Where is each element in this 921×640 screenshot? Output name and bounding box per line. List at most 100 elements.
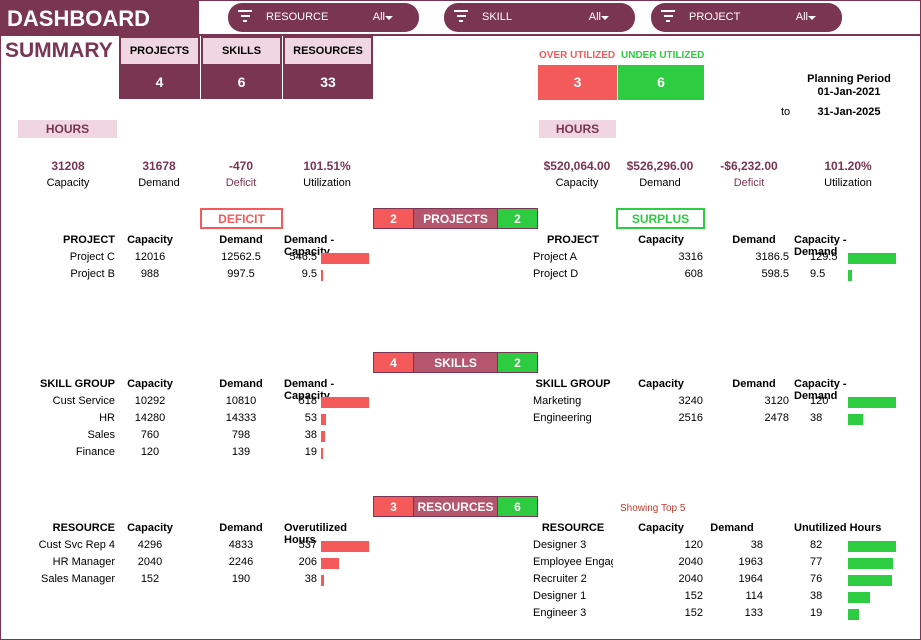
deficit-hours-label: Deficit [225, 177, 257, 189]
resources-right-cell-demand: 1963 [738, 556, 763, 568]
skills-left-header-name: SKILL GROUP [40, 378, 115, 390]
projects-left-cell-name: Project C [69, 251, 115, 263]
summary-title: SUMMARY [5, 39, 113, 62]
resources-left-cell-capacity: 152 [140, 573, 160, 585]
resources-left-cell-demand: 190 [231, 573, 251, 585]
resources-left-header-name: RESOURCE [52, 522, 115, 534]
resources-left-cell-diff: 206 [298, 556, 317, 568]
projects-over-count: 2 [373, 208, 414, 229]
filter-icon [661, 10, 675, 22]
projects-right-data-bar [848, 270, 852, 281]
capacity-cost-value: $520,064.00 [543, 159, 611, 173]
resources-left-cell-demand: 4833 [228, 539, 254, 551]
resources-right-header-name: RESOURCE [541, 522, 605, 534]
kpi-skills-value: 6 [201, 66, 282, 99]
over-utilized-value: 3 [538, 65, 617, 100]
skills-left-cell-name: Sales [87, 429, 115, 441]
skill-filter-label: SKILL [482, 11, 512, 23]
resources-right-cell-name: Designer 1 [533, 590, 587, 602]
skills-right-cell-diff: 38 [810, 412, 823, 424]
resources-right-header-diff: Unutilized Hours [794, 522, 882, 534]
skills-left-cell-diff: 19 [304, 446, 317, 458]
projects-right-header-cap: Capacity [638, 234, 684, 246]
capacity-hours-label: Capacity [46, 177, 90, 189]
projects-left-header-name: PROJECT [63, 234, 115, 246]
resources-right-cell-diff: 76 [810, 573, 823, 585]
skills-right-header-name: SKILL GROUP [535, 378, 611, 390]
skills-right-header-cap: Capacity [638, 378, 684, 390]
skills-left-cell-name: HR [99, 412, 115, 424]
capacity-cost-label: Capacity [555, 177, 599, 189]
kpi-projects-value: 4 [119, 66, 200, 99]
skills-left-data-bar [321, 431, 325, 442]
resource-filter-label: RESOURCE [266, 11, 329, 23]
resources-left-data-bar [321, 541, 369, 552]
kpi-resources-value: 33 [283, 66, 373, 99]
skills-right-data-bar [848, 397, 896, 408]
resources-right-cell-demand: 133 [744, 607, 763, 619]
chevron-down-icon [601, 16, 609, 20]
skills-left-header-cap: Capacity [127, 378, 173, 390]
skills-left-cell-diff: 53 [304, 412, 317, 424]
skills-right-cell-demand: 2478 [764, 412, 789, 424]
resources-left-cell-name: Sales Manager [41, 573, 115, 585]
projects-right-cell-demand: 598.5 [761, 268, 789, 280]
filter-icon [454, 10, 468, 22]
skill-filter-value: All [588, 11, 601, 23]
filter-icon [238, 10, 252, 22]
resources-right-data-bar [848, 609, 859, 620]
deficit-hours-value: -470 [228, 159, 254, 173]
skills-left-cell-diff: 518 [298, 395, 317, 407]
under-utilized-value: 6 [618, 65, 704, 100]
planning-period-label: Planning Period [807, 73, 891, 85]
utilization-hours-label: Utilization [303, 177, 351, 189]
resources-right-cell-capacity: 152 [684, 607, 703, 619]
skills-left-cell-capacity: 14280 [134, 412, 166, 424]
project-filter[interactable]: PROJECT All [651, 3, 842, 32]
resources-left-header-dem: Demand [219, 522, 263, 534]
utilization-cost-value: 101.20% [824, 159, 872, 173]
project-filter-value: All [795, 11, 808, 23]
deficit-cost-label: Deficit [733, 177, 765, 189]
projects-left-data-bar [321, 253, 369, 264]
skills-left-header-diff: Demand - Capacity [284, 378, 335, 402]
demand-cost-value: $526,296.00 [626, 159, 694, 173]
resources-right-header-dem: Demand [710, 522, 754, 534]
projects-left-header-diff: Demand - Capacity [284, 234, 335, 258]
chevron-down-icon [385, 16, 393, 20]
skills-section-label: SKILLS [413, 352, 498, 373]
resource-filter[interactable]: RESOURCE All [228, 3, 419, 32]
skills-left-data-bar [321, 414, 326, 425]
resources-right-cell-capacity: 120 [684, 539, 703, 551]
resources-left-cell-diff: 537 [298, 539, 317, 551]
resources-right-cell-diff: 38 [810, 590, 823, 602]
surplus-tag: SURPLUS [616, 208, 705, 229]
skills-left-cell-capacity: 760 [140, 429, 160, 441]
skills-left-cell-demand: 798 [231, 429, 251, 441]
skills-over-count: 4 [373, 352, 414, 373]
resources-over-count: 3 [373, 496, 414, 517]
skills-right-header-dem: Demand [732, 378, 776, 390]
demand-cost-label: Demand [639, 177, 681, 189]
resources-right-data-bar [848, 592, 870, 603]
projects-right-header-diff: Capacity - Demand [794, 234, 847, 258]
planning-end-date: 31-Jan-2025 [817, 106, 881, 118]
resources-left-cell-capacity: 4296 [137, 539, 163, 551]
projects-right-data-bar [848, 253, 896, 264]
skill-filter[interactable]: SKILL All [444, 3, 635, 32]
deficit-tag: DEFICIT [200, 208, 283, 229]
resources-under-count: 6 [497, 496, 538, 517]
skills-left-cell-capacity: 10292 [134, 395, 166, 407]
projects-section-label: PROJECTS [413, 208, 498, 229]
projects-right-cell-capacity: 608 [684, 268, 703, 280]
projects-right-cell-name: Project D [533, 268, 579, 280]
projects-right-cell-diff: 9.5 [810, 268, 826, 280]
demand-hours-value: 31678 [142, 159, 176, 173]
projects-right-cell-diff: 129.5 [810, 251, 838, 263]
planning-start-date: 01-Jan-2021 [817, 86, 881, 98]
deficit-cost-value: -$6,232.00 [720, 159, 778, 173]
utilization-cost-label: Utilization [824, 177, 872, 189]
resources-left-header-cap: Capacity [127, 522, 173, 534]
skills-left-cell-demand: 10810 [225, 395, 257, 407]
